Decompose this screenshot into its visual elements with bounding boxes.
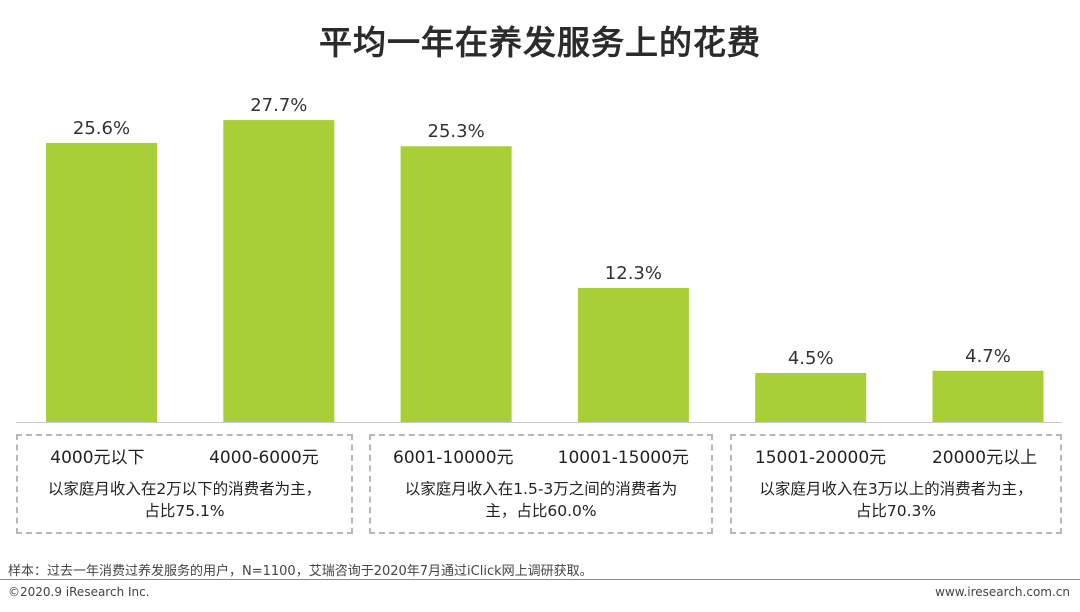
bar [46,142,157,422]
data-label: 27.7% [250,95,307,116]
category-label: 15001-20000元 [754,448,887,468]
bar-chart: 25.6% 27.7% 25.3% 12.3% 4.5% 4.7% [16,95,1062,423]
group-note: 以家庭月收入在1.5-3万之间的消费者为 主，占比60.0% [404,480,678,520]
data-label: 25.6% [73,118,130,139]
category-label: 4000-6000元 [209,448,319,468]
category-label: 10001-15000元 [557,448,689,468]
bar [577,287,689,422]
group-note: 以家庭月收入在2万以下的消费者为主， 占比75.1% [47,480,322,520]
website-link[interactable]: www.iresearch.com.cn [935,585,1070,599]
category-label: 20000元以上 [931,448,1038,468]
data-label: 4.7% [965,346,1011,367]
data-label: 12.3% [605,263,662,284]
bar [223,120,335,422]
category-group-2: 6001-10000元 10001-15000元 以家庭月收入在1.5-3万之间… [369,434,713,534]
chart-title: 平均一年在养发服务上的花费 [319,23,761,62]
source-footnote: 样本：过去一年消费过养发服务的用户，N=1100，艾瑞咨询于2020年7月通过i… [8,564,593,579]
copyright-text: ©2020.9 iResearch Inc. [8,585,150,599]
category-label: 6001-10000元 [393,448,514,468]
bar [932,370,1044,422]
bar [755,372,867,422]
data-label: 4.5% [788,348,834,369]
category-group-3: 15001-20000元 20000元以上 以家庭月收入在3万以上的消费者为主，… [730,434,1062,534]
category-group-1: 4000元以下 4000-6000元 以家庭月收入在2万以下的消费者为主， 占比… [16,434,353,534]
data-label: 25.3% [428,121,485,142]
category-label: 4000元以下 [50,448,145,468]
footer-divider [0,579,1080,580]
bar [400,146,512,423]
group-note: 以家庭月收入在3万以上的消费者为主， 占比70.3% [759,480,1033,520]
